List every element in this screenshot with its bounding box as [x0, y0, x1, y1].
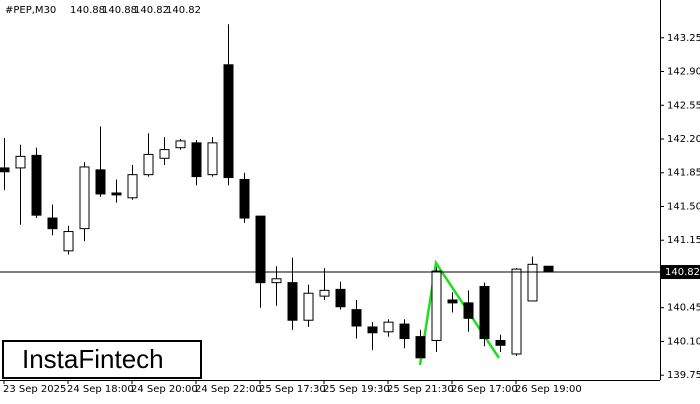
x-tick-label: 25 Sep 19:30: [323, 384, 390, 395]
candle-body: [287, 282, 298, 321]
candle-body: [127, 174, 138, 199]
y-tick-label: 142.20: [667, 134, 700, 145]
candle-body: [303, 292, 314, 321]
y-tick-label: 142.55: [667, 100, 700, 111]
candle-body: [47, 217, 58, 230]
symbol: #PEP,M30: [5, 5, 56, 16]
x-tick-label: 24 Sep 22:00: [195, 384, 262, 395]
candle-body: [271, 278, 282, 284]
candle-body: [447, 299, 458, 304]
candle-body: [351, 309, 362, 327]
candle-body: [335, 288, 346, 308]
x-tick-label: 25 Sep 17:30: [259, 384, 326, 395]
candle-body: [31, 154, 42, 216]
ohlc-open: 140.88: [70, 5, 105, 16]
candle-body: [79, 166, 90, 230]
x-tick-label: 23 Sep 2025: [3, 384, 66, 395]
y-tick-label: 142.90: [667, 67, 700, 78]
candle-body: [207, 142, 218, 176]
x-tick-label: 24 Sep 18:00: [67, 384, 134, 395]
price-label-box: [661, 265, 700, 280]
candle-body: [479, 285, 490, 340]
candle-body: [383, 321, 394, 333]
watermark: InstaFintech: [22, 344, 164, 374]
candle-body: [175, 140, 186, 149]
candle-body: [367, 326, 378, 334]
watermark-box: [2, 340, 202, 379]
candle-body: [0, 167, 10, 173]
y-tick-label: 143.25: [667, 33, 700, 44]
candle-body: [511, 268, 522, 355]
candle-body: [495, 339, 506, 346]
candle-body: [415, 336, 426, 359]
ohlc-close: 140.82: [166, 5, 201, 16]
candle-body: [431, 270, 442, 341]
y-tick-label: 139.75: [667, 370, 700, 381]
candle-body: [319, 289, 330, 297]
candle-body: [255, 215, 266, 284]
candle-body: [463, 302, 474, 319]
ohlc-low: 140.82: [134, 5, 169, 16]
pattern-line: [418, 259, 501, 366]
y-tick-label: 141.50: [667, 201, 700, 212]
price-label: 140.82: [665, 267, 700, 278]
candle-body: [239, 178, 250, 219]
header: #PEP,M30 140.88 140.88 140.82 140.82: [5, 5, 201, 16]
candle-body: [143, 153, 154, 176]
candle-body: [527, 263, 538, 302]
y-tick-label: 141.85: [667, 168, 700, 179]
candle-body: [111, 192, 122, 196]
candle-body: [15, 155, 26, 169]
candle-body: [159, 149, 170, 159]
candle-body: [191, 142, 202, 178]
y-tick-label: 140.10: [667, 336, 700, 347]
x-tick-label: 25 Sep 21:30: [387, 384, 454, 395]
candle-body: [63, 231, 74, 252]
y-tick-label: 141.15: [667, 235, 700, 246]
ohlc-high: 140.88: [102, 5, 137, 16]
candle-body: [399, 323, 410, 340]
candle-body: [223, 64, 234, 179]
candle-body: [95, 169, 106, 195]
y-tick-label: 140.45: [667, 303, 700, 314]
x-tick-label: 24 Sep 20:00: [131, 384, 198, 395]
x-tick-label: 26 Sep 19:00: [515, 384, 582, 395]
x-tick-label: 26 Sep 17:00: [451, 384, 518, 395]
candle-body: [543, 265, 554, 273]
